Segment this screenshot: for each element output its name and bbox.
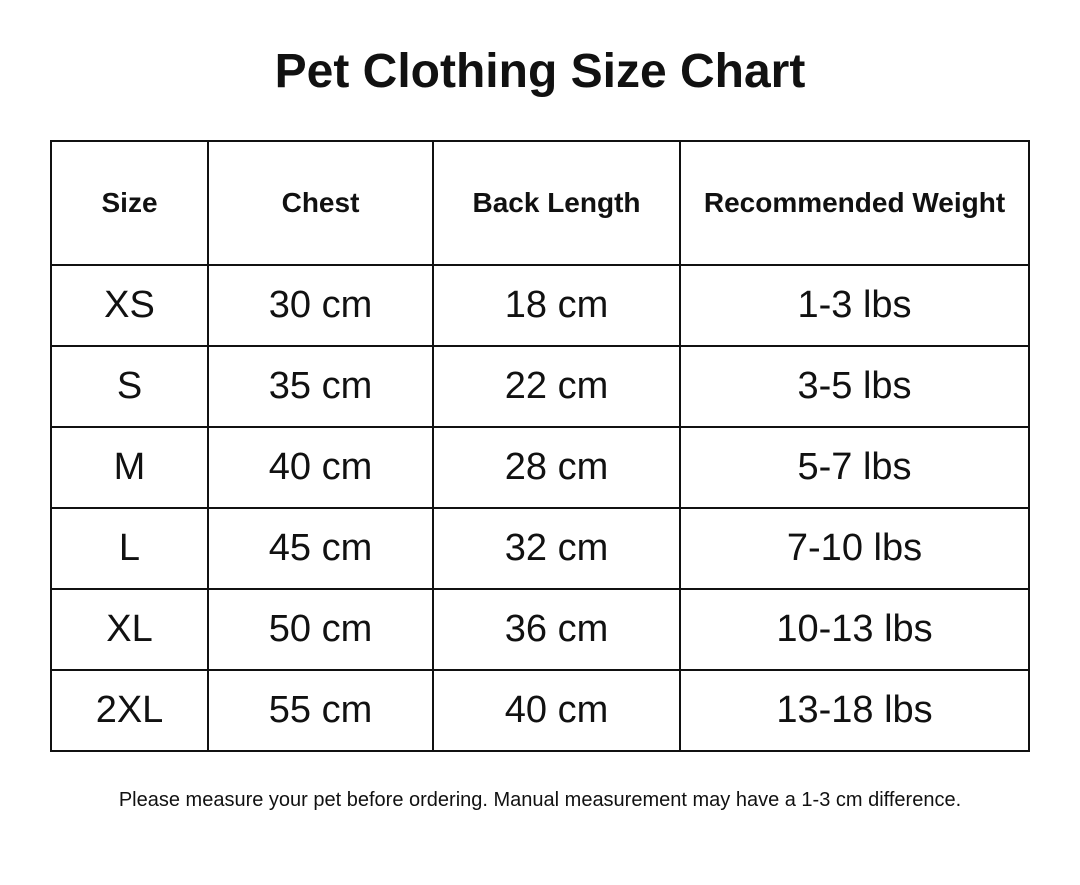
table-cell: L — [50, 507, 209, 590]
table-cell: XL — [50, 588, 209, 671]
table-row: L 45 cm 32 cm 7-10 lbs — [50, 507, 1030, 590]
table-body: XS 30 cm 18 cm 1-3 lbs S 35 cm 22 cm 3-5 lbs M 40… — [50, 264, 1030, 752]
table-row: XL 50 cm 36 cm 10-13 lbs — [50, 588, 1030, 671]
table-cell: 55 cm — [207, 669, 434, 752]
table-cell: 7-10 lbs — [679, 507, 1030, 590]
size-table: Size Chest Back Length Recommended Weight X… — [50, 140, 1030, 752]
table-cell: 5-7 lbs — [679, 426, 1030, 509]
table-cell: 35 cm — [207, 345, 434, 428]
table-cell: 3-5 lbs — [679, 345, 1030, 428]
header-row: Size Chest Back Length Recommended Weight — [50, 140, 1030, 266]
table-cell: 10-13 lbs — [679, 588, 1030, 671]
table-cell: 40 cm — [432, 669, 681, 752]
footer-note: Please measure your pet before ordering.… — [118, 789, 962, 811]
table-cell: 50 cm — [207, 588, 434, 671]
column-header: Back Length — [432, 140, 681, 266]
table-cell: 30 cm — [207, 264, 434, 347]
table-cell: S — [50, 345, 209, 428]
table-cell: 1-3 lbs — [679, 264, 1030, 347]
table-cell: 13-18 lbs — [679, 669, 1030, 752]
table-cell: 32 cm — [432, 507, 681, 590]
title: Pet Clothing Size Chart — [274, 45, 806, 98]
table-cell: 18 cm — [432, 264, 681, 347]
table-row: 2XL 55 cm 40 cm 13-18 lbs — [50, 669, 1030, 752]
column-header: Size — [50, 140, 209, 266]
table-cell: 40 cm — [207, 426, 434, 509]
table-cell: M — [50, 426, 209, 509]
table-cell: 36 cm — [432, 588, 681, 671]
table-head: Size Chest Back Length Recommended Weight — [50, 140, 1030, 266]
table-cell: 28 cm — [432, 426, 681, 509]
table-row: XS 30 cm 18 cm 1-3 lbs — [50, 264, 1030, 347]
table-cell: 22 cm — [432, 345, 681, 428]
table-cell: 2XL — [50, 669, 209, 752]
table-row: M 40 cm 28 cm 5-7 lbs — [50, 426, 1030, 509]
table-cell: 45 cm — [207, 507, 434, 590]
column-header: Recommended Weight — [679, 140, 1030, 266]
table-row: S 35 cm 22 cm 3-5 lbs — [50, 345, 1030, 428]
column-header: Chest — [207, 140, 434, 266]
table-cell: XS — [50, 264, 209, 347]
